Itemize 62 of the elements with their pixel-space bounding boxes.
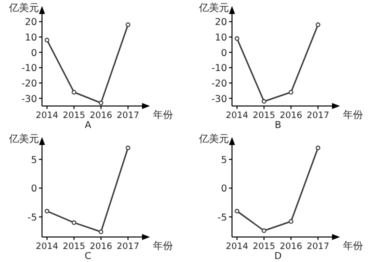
x-tick-label: 2016 — [90, 111, 113, 121]
point — [234, 208, 240, 214]
text: C — [84, 251, 92, 262]
point — [262, 99, 266, 104]
point — [234, 36, 240, 41]
point — [98, 100, 104, 106]
text: D — [274, 251, 282, 262]
y-tick-label: 0 — [220, 184, 227, 195]
x-axis-title: 年份 — [153, 240, 173, 252]
y-axis-title: 亿美元 — [8, 133, 39, 145]
x-tick-label: 2017 — [116, 111, 140, 121]
point — [262, 228, 266, 233]
x-tick-label: 2017 — [116, 242, 140, 252]
x-tick-label: 2014 — [226, 242, 249, 252]
x-tick-label: 2014 — [36, 242, 59, 252]
point — [44, 38, 50, 42]
y-axis-title: 亿美元 — [8, 2, 39, 14]
y-tick-label: -5 — [28, 212, 37, 224]
x-axis-title: 年份 — [343, 240, 363, 252]
y-tick-label: -5 — [218, 212, 227, 224]
y-tick-label: 5 — [220, 154, 227, 166]
y-tick-label: -10 — [211, 63, 227, 74]
y-tick-label: 20 — [214, 17, 227, 28]
x-tick-label: 2017 — [306, 111, 330, 121]
y-tick-label: -30 — [211, 94, 227, 105]
point — [316, 22, 320, 28]
text: A — [84, 120, 92, 131]
y-tick-label: -10 — [21, 63, 37, 74]
point — [126, 22, 130, 28]
y-tick-label: 0 — [30, 48, 37, 59]
y-tick-label: 0 — [30, 184, 37, 195]
point — [288, 90, 294, 94]
x-axis-title: 年份 — [343, 109, 363, 121]
y-tick-label: -30 — [21, 94, 37, 105]
x-tick-label: 2014 — [226, 111, 249, 121]
x-tick-label: 2017 — [306, 242, 330, 252]
y-tick-label: 0 — [220, 48, 227, 59]
point — [72, 220, 76, 225]
point — [288, 219, 294, 224]
x-tick-label: 2015 — [62, 111, 86, 121]
y-axis-title: 亿美元 — [198, 133, 229, 145]
y-axis-title: 亿美元 — [198, 2, 229, 14]
y-tick-label: -20 — [21, 78, 37, 90]
point — [72, 90, 76, 94]
x-tick-label: 2015 — [252, 111, 276, 121]
point — [126, 146, 130, 150]
x-tick-label: 2016 — [90, 242, 113, 252]
x-tick-label: 2016 — [280, 111, 303, 121]
x-tick-label: 2015 — [252, 242, 276, 252]
x-tick-label: 2015 — [62, 242, 86, 252]
y-tick-label: -20 — [211, 78, 227, 90]
point — [316, 146, 320, 150]
text: B — [274, 120, 282, 131]
y-tick-label: 20 — [24, 17, 37, 28]
y-tick-label: 10 — [214, 32, 227, 44]
x-tick-label: 2014 — [36, 111, 59, 121]
point — [44, 208, 50, 214]
x-tick-label: 2016 — [280, 242, 303, 252]
x-axis-title: 年份 — [153, 109, 173, 121]
y-tick-label: 10 — [24, 32, 37, 44]
y-tick-label: 5 — [30, 154, 37, 166]
point — [98, 230, 104, 234]
